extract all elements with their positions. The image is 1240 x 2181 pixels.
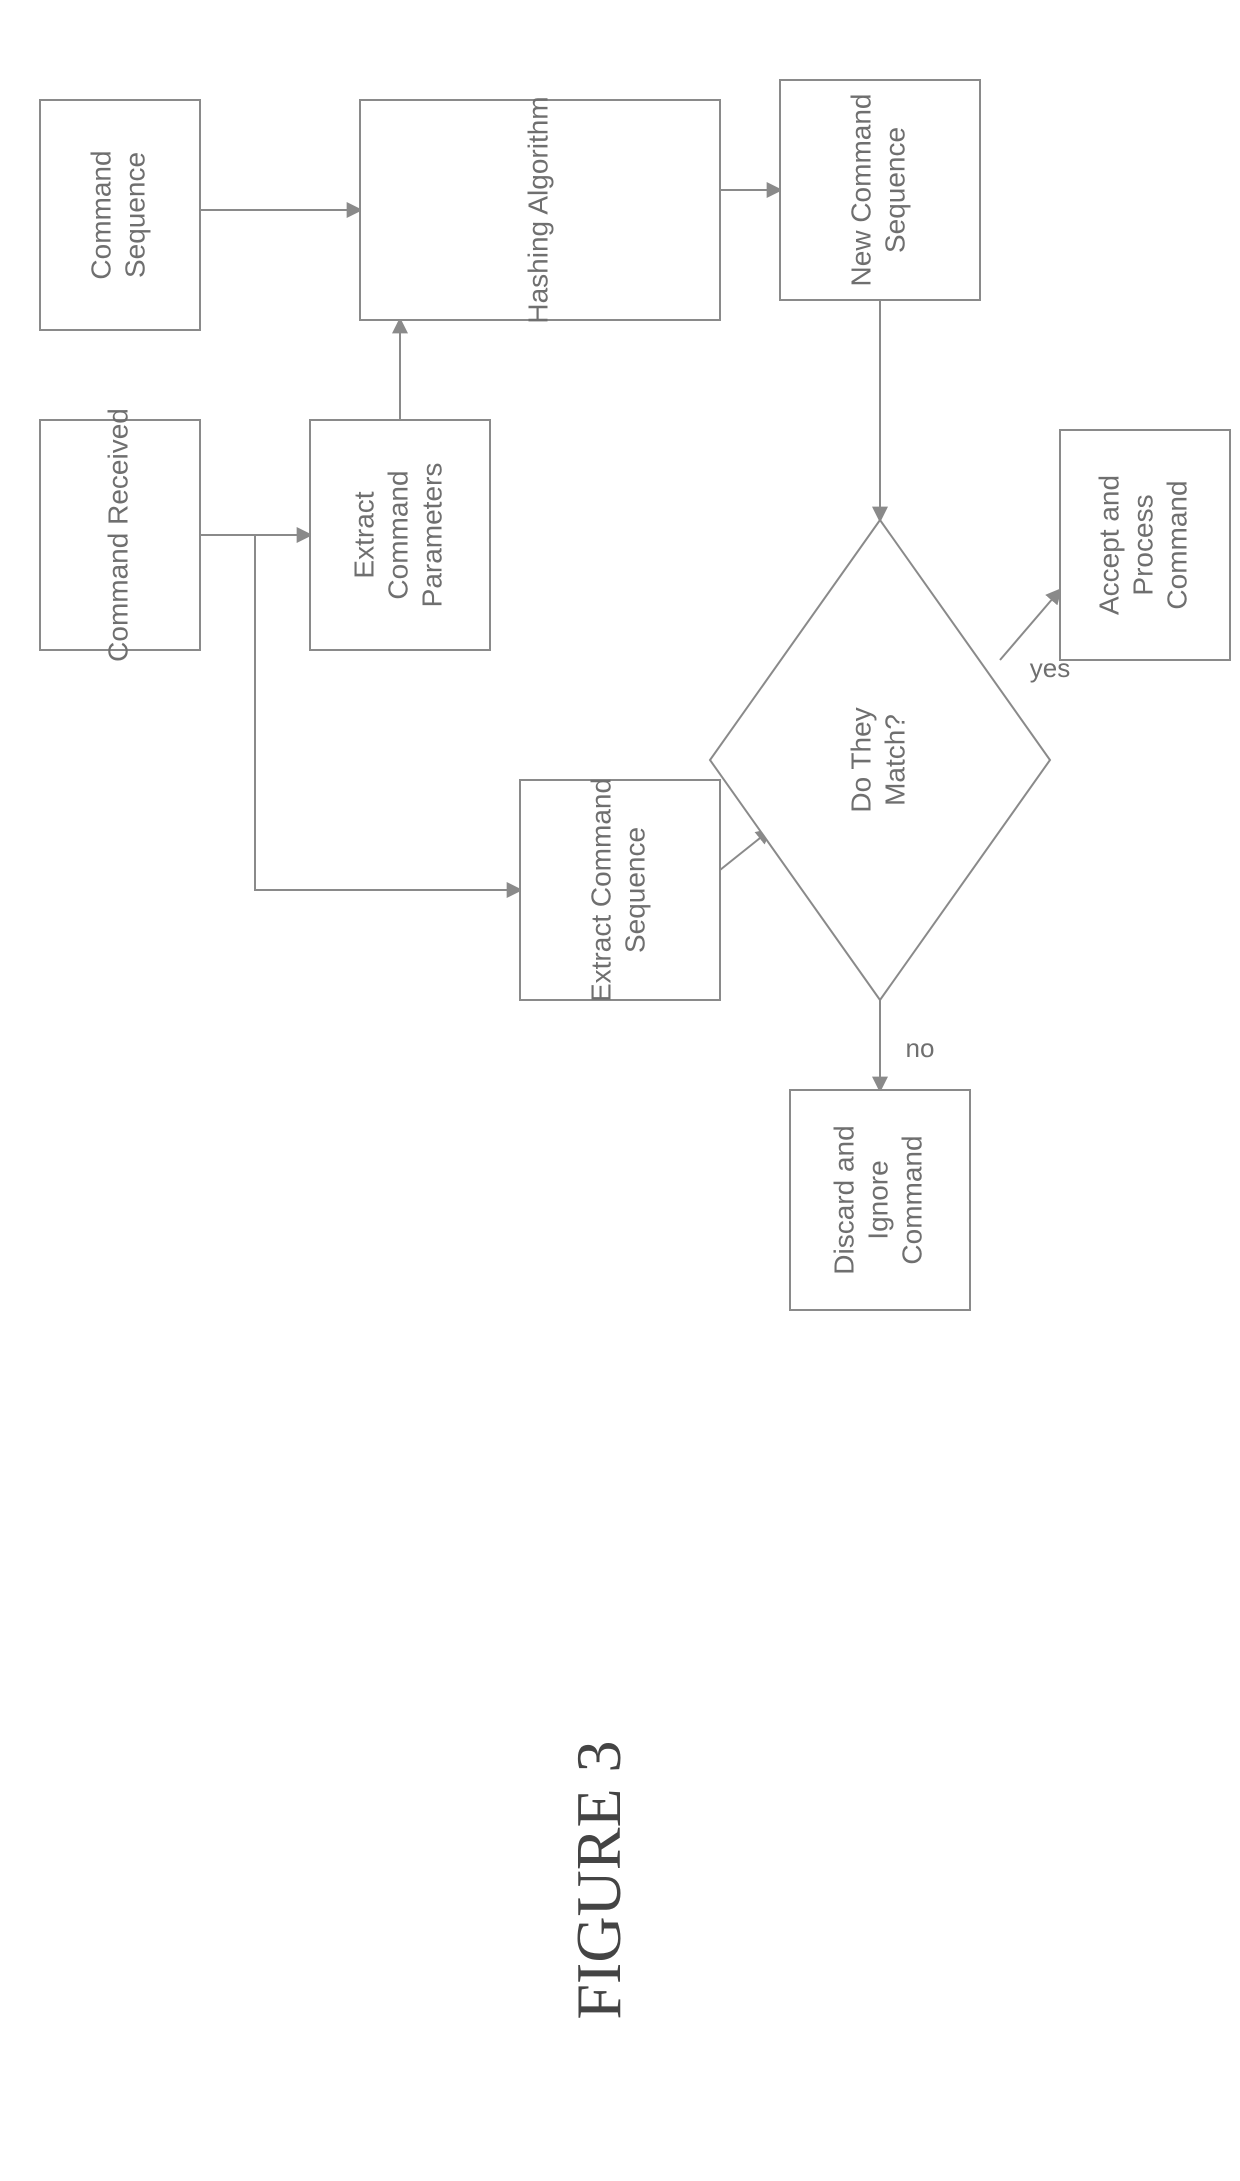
node-label: Command xyxy=(1161,480,1192,609)
node-label: Extract xyxy=(348,491,379,578)
node-label: Parameters xyxy=(416,463,447,608)
node-label: Sequence xyxy=(879,127,910,253)
figure-label: FIGURE 3 xyxy=(563,1740,634,2019)
node-discard: Discard andIgnoreCommand xyxy=(790,1090,970,1310)
edge-label: no xyxy=(906,1033,935,1063)
node-label: Command xyxy=(896,1135,927,1264)
node-cmd_seq: CommandSequence xyxy=(40,100,200,330)
node-label: Command xyxy=(382,470,413,599)
node-label: Ignore xyxy=(862,1160,893,1239)
node-cmd_recv: Command Received xyxy=(40,408,200,662)
node-label: Sequence xyxy=(119,152,150,278)
node-extract_seq: Extract CommandSequence xyxy=(520,778,720,1002)
edge xyxy=(720,830,770,870)
node-label: Process xyxy=(1127,494,1158,595)
node-label: Command Received xyxy=(102,408,133,662)
node-hashing: Hashing Algorithm xyxy=(360,96,720,323)
node-label: Match? xyxy=(879,714,910,806)
node-new_seq: New CommandSequence xyxy=(780,80,980,300)
node-label: Hashing Algorithm xyxy=(522,96,553,323)
node-label: Do They xyxy=(845,707,876,812)
node-label: Sequence xyxy=(619,827,650,953)
edge xyxy=(1000,590,1060,660)
node-label: Extract Command xyxy=(585,778,616,1002)
node-accept: Accept andProcessCommand xyxy=(1060,430,1230,660)
node-label: Accept and xyxy=(1093,475,1124,615)
node-label: Command xyxy=(85,150,116,279)
node-label: New Command xyxy=(845,94,876,287)
node-extract_params: ExtractCommandParameters xyxy=(310,420,490,650)
node-label: Discard and xyxy=(828,1125,859,1274)
node-match: Do TheyMatch? xyxy=(710,520,1050,1000)
